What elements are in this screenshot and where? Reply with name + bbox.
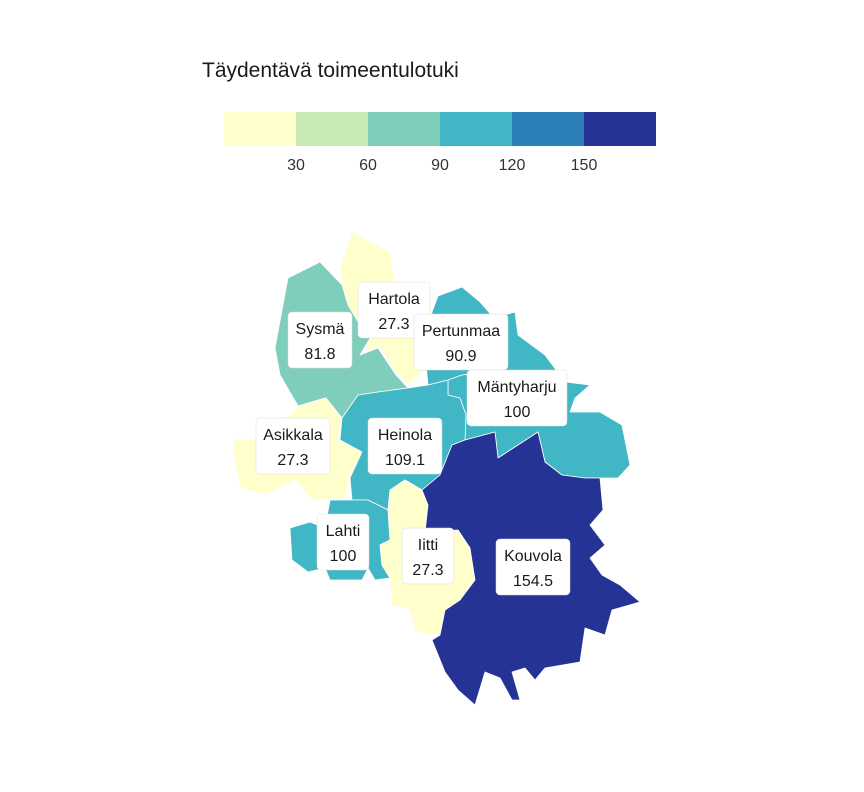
label-lahti: Lahti 100 — [316, 513, 370, 571]
label-name-hartola: Hartola — [368, 291, 420, 308]
label-iitti: Iitti 27.3 — [401, 527, 455, 585]
label-value-mantyharju: 100 — [504, 404, 531, 421]
legend-swatch-3 — [440, 112, 512, 146]
legend-swatch-4 — [512, 112, 584, 146]
label-box-hartola — [357, 281, 431, 339]
label-value-lahti: 100 — [330, 548, 357, 565]
label-value-heinola: 109.1 — [385, 452, 425, 469]
label-name-sysma: Sysmä — [296, 321, 345, 338]
label-name-mantyharju: Mäntyharju — [477, 379, 556, 396]
label-box-pertunmaa — [413, 313, 509, 371]
legend-tick-120: 120 — [499, 157, 526, 174]
label-name-iitti: Iitti — [418, 537, 438, 554]
label-value-asikkala: 27.3 — [277, 452, 308, 469]
label-value-hartola: 27.3 — [378, 316, 409, 333]
label-name-kouvola: Kouvola — [504, 548, 562, 565]
label-box-lahti — [316, 513, 370, 571]
label-name-lahti: Lahti — [326, 523, 361, 540]
legend-swatches — [224, 112, 656, 146]
label-value-kouvola: 154.5 — [513, 573, 553, 590]
label-value-iitti: 27.3 — [412, 562, 443, 579]
label-hartola: Hartola 27.3 — [357, 281, 431, 339]
label-value-pertunmaa: 90.9 — [445, 348, 476, 365]
label-heinola: Heinola 109.1 — [367, 417, 443, 475]
label-name-heinola: Heinola — [378, 427, 432, 444]
label-sysma: Sysmä 81.8 — [287, 311, 353, 369]
legend-swatch-0 — [224, 112, 296, 146]
label-box-sysma — [287, 311, 353, 369]
label-box-asikkala — [255, 417, 331, 475]
region-labels: Hartola 27.3 Sysmä 81.8 Pertunmaa 90.9 M… — [255, 281, 571, 596]
legend-tick-30: 30 — [287, 157, 305, 174]
legend-swatch-1 — [296, 112, 368, 146]
label-pertunmaa: Pertunmaa 90.9 — [413, 313, 509, 371]
label-box-iitti — [401, 527, 455, 585]
legend-swatch-5 — [584, 112, 656, 146]
legend: Täydentävä toimeentulotuki 30 60 90 120 … — [202, 59, 656, 174]
label-box-heinola — [367, 417, 443, 475]
legend-tick-150: 150 — [571, 157, 598, 174]
label-kouvola: Kouvola 154.5 — [495, 538, 571, 596]
label-name-pertunmaa: Pertunmaa — [422, 323, 500, 340]
label-asikkala: Asikkala 27.3 — [255, 417, 331, 475]
label-mantyharju: Mäntyharju 100 — [466, 369, 568, 427]
label-name-asikkala: Asikkala — [263, 427, 323, 444]
legend-ticks: 30 60 90 120 150 — [287, 157, 597, 174]
label-value-sysma: 81.8 — [304, 346, 335, 363]
legend-swatch-2 — [368, 112, 440, 146]
legend-title: Täydentävä toimeentulotuki — [202, 59, 459, 82]
label-box-kouvola — [495, 538, 571, 596]
label-box-mantyharju — [466, 369, 568, 427]
legend-tick-60: 60 — [359, 157, 377, 174]
legend-tick-90: 90 — [431, 157, 449, 174]
